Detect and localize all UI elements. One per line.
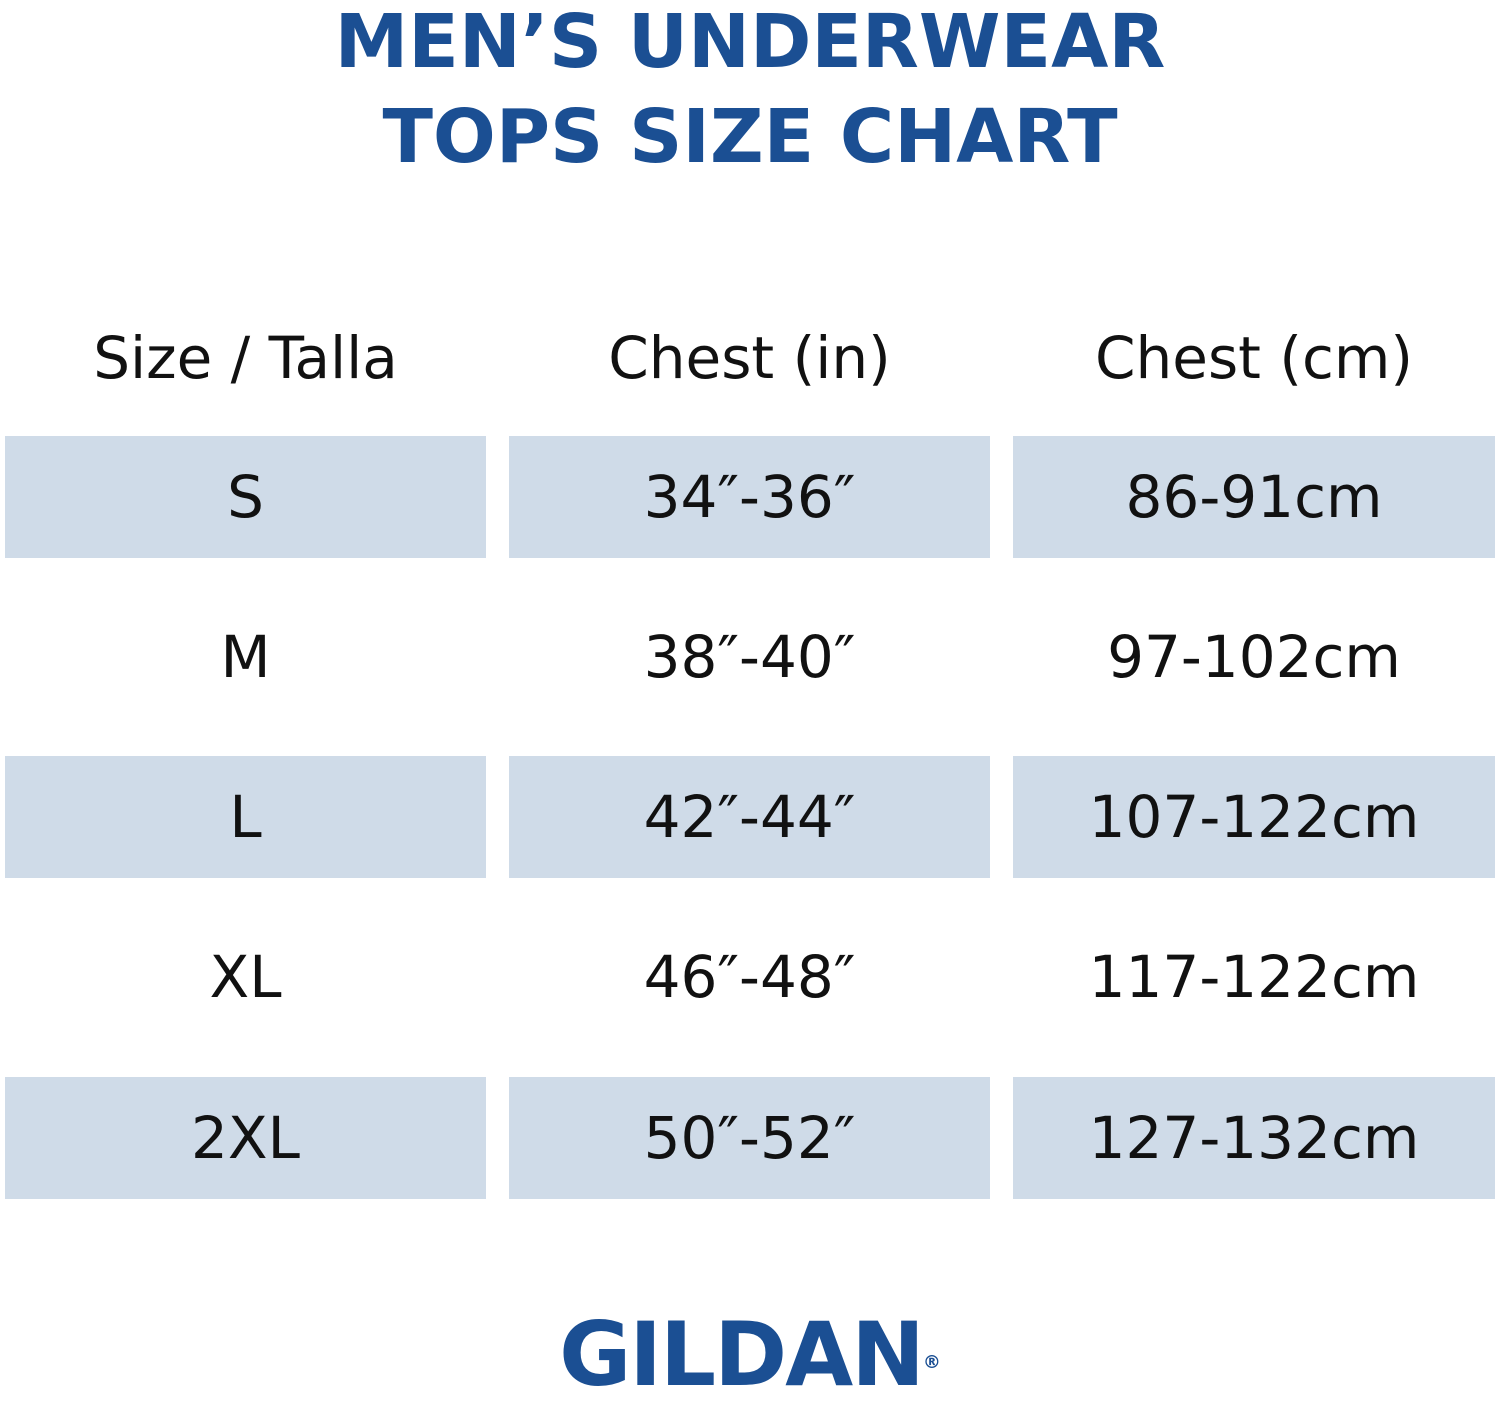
size-cell: 2XL xyxy=(5,1077,486,1199)
chest-cm-cell: 117-122cm xyxy=(1088,943,1420,1011)
chest-cm-cell: 86-91cm xyxy=(1013,436,1495,558)
chest-cm-cell: 97-102cm xyxy=(1107,623,1401,691)
size-cell: XL xyxy=(209,943,282,1011)
chest-in-cell: 46″-48″ xyxy=(643,943,856,1011)
header-size: Size / Talla xyxy=(93,324,398,392)
header-chest-cm: Chest (cm) xyxy=(1095,324,1413,392)
table-row: 2XL 50″-52″ 127-132cm xyxy=(0,1077,1500,1199)
table-row: M 38″-40″ 97-102cm xyxy=(0,596,1500,718)
logo-text: GILDAN xyxy=(559,1303,925,1406)
header-chest-in: Chest (in) xyxy=(608,324,891,392)
chest-in-cell: 42″-44″ xyxy=(509,756,990,878)
chest-cm-cell: 107-122cm xyxy=(1013,756,1495,878)
table-row: L 42″-44″ 107-122cm xyxy=(0,756,1500,878)
size-cell: S xyxy=(5,436,486,558)
chest-in-cell: 50″-52″ xyxy=(509,1077,990,1199)
gildan-logo: GILDAN® xyxy=(0,1305,1500,1405)
size-cell: M xyxy=(220,623,271,691)
title-line-1: MEN’S UNDERWEAR xyxy=(334,0,1166,85)
title-line-2: TOPS SIZE CHART xyxy=(382,94,1118,180)
table-row: XL 46″-48″ 117-122cm xyxy=(0,916,1500,1038)
registered-mark: ® xyxy=(922,1352,941,1373)
chest-in-cell: 38″-40″ xyxy=(643,623,856,691)
chest-cm-cell: 127-132cm xyxy=(1013,1077,1495,1199)
size-cell: L xyxy=(5,756,486,878)
chest-in-cell: 34″-36″ xyxy=(509,436,990,558)
table-row: S 34″-36″ 86-91cm xyxy=(0,436,1500,558)
